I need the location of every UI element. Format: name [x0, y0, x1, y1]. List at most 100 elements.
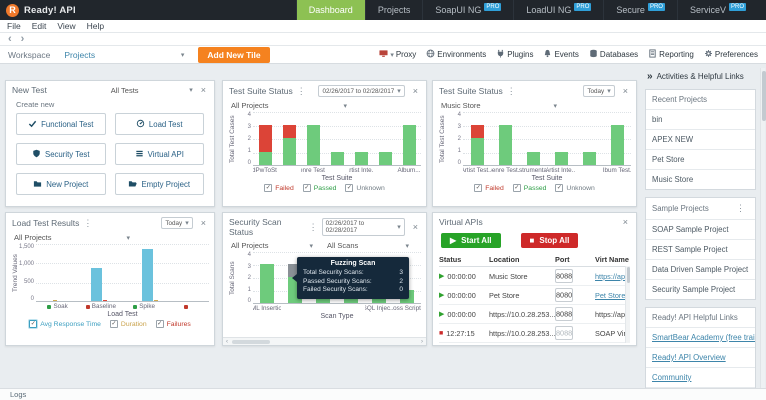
- tab-soapui-ng[interactable]: SoapUI NG PRO: [422, 0, 513, 20]
- project-filter-dropdown[interactable]: Music Store ▾: [441, 101, 557, 110]
- project-filter-dropdown[interactable]: All Projects ▾: [14, 233, 130, 242]
- sidebar-item-pet-store[interactable]: Pet Store: [646, 149, 755, 169]
- kebab-menu-icon[interactable]: ⋮: [83, 217, 93, 228]
- sidebar-item-music-store[interactable]: Music Store: [646, 169, 755, 189]
- tool-reporting[interactable]: Reporting: [648, 49, 694, 60]
- tab-servicev[interactable]: ServiceV PRO: [676, 0, 758, 20]
- forward-icon[interactable]: ›: [20, 33, 25, 45]
- scroll-right-icon[interactable]: ›: [421, 338, 423, 345]
- menu-item-help[interactable]: Help: [86, 21, 105, 31]
- tab-loadui-ng[interactable]: LoadUI NG PRO: [513, 0, 603, 20]
- tool-events[interactable]: Events: [543, 49, 579, 60]
- tool-preferences[interactable]: Preferences: [704, 49, 758, 60]
- scrollbar-thumb[interactable]: [626, 267, 630, 283]
- add-new-tile-button[interactable]: Add New Tile: [198, 46, 270, 63]
- scroll-left-icon[interactable]: ‹: [226, 338, 228, 345]
- gridline: [253, 125, 421, 127]
- status-cell: ■ 12:27:15: [439, 329, 489, 338]
- chevrons-right-icon[interactable]: »: [647, 71, 653, 82]
- project-filter-dropdown[interactable]: All Projects ▾: [231, 101, 347, 110]
- sidebar-item-smartbear-academy-free-training[interactable]: SmartBear Academy (free training): [646, 327, 755, 347]
- sidebar-item-soap-sample-project[interactable]: SOAP Sample Project: [646, 219, 755, 239]
- sidebar-item-rest-sample-project[interactable]: REST Sample Project: [646, 239, 755, 259]
- table-row[interactable]: ▶ 00:00:00 https://10.0.28.253... 8088 https…: [439, 305, 630, 324]
- bar-group: [330, 112, 344, 165]
- scan-filter-dropdown[interactable]: All Scans ▾: [327, 241, 409, 250]
- scrollbar-thumb[interactable]: [232, 339, 270, 344]
- date-range-dropdown[interactable]: 02/26/2017 to 02/28/2017 ▾: [321, 218, 405, 236]
- sidebar-item-data-driven-sample-project[interactable]: Data Driven Sample Project: [646, 259, 755, 279]
- tool-plugins[interactable]: Plugins: [496, 49, 533, 60]
- checkbox-passed[interactable]: ✓: [302, 184, 311, 192]
- tab-dashboard[interactable]: Dashboard: [295, 0, 365, 20]
- kebab-menu-icon[interactable]: ⋮: [736, 203, 745, 213]
- virt-name-link[interactable]: https://api.spotif...: [595, 271, 630, 281]
- close-icon[interactable]: ×: [200, 85, 206, 95]
- virtual-api-button[interactable]: Virtual API: [114, 143, 204, 165]
- logs-label[interactable]: Logs: [10, 390, 27, 399]
- tool-databases[interactable]: Databases: [589, 49, 638, 60]
- kebab-menu-icon[interactable]: ⋮: [308, 221, 318, 232]
- scrollbar-thumb[interactable]: [761, 71, 766, 121]
- virt-name-link[interactable]: Pet Store Virtual...: [595, 290, 630, 300]
- x-tick-text: Soak: [53, 303, 68, 310]
- tooltip-title: Fuzzing Scan: [330, 260, 376, 267]
- tab-projects[interactable]: Projects: [364, 0, 423, 20]
- tool-proxy[interactable]: ▾ Proxy: [379, 49, 416, 60]
- test-type-dropdown[interactable]: All Tests ▾: [110, 85, 193, 95]
- stop-all-button[interactable]: ■ Stop All: [520, 233, 579, 248]
- port-input[interactable]: 8088: [555, 307, 574, 321]
- checkbox-failed[interactable]: ✓: [474, 184, 483, 192]
- close-icon[interactable]: ×: [622, 217, 628, 227]
- date-range-dropdown[interactable]: Today ▾: [583, 85, 615, 97]
- functional-test-button[interactable]: Functional Test: [16, 113, 106, 135]
- port-input[interactable]: 8080: [555, 288, 574, 302]
- sidebar-item-community[interactable]: Community: [646, 367, 755, 387]
- workspace-dropdown[interactable]: Projects ▾: [60, 49, 188, 61]
- back-icon[interactable]: ‹: [8, 33, 12, 45]
- table-row[interactable]: ■ 12:27:15 https://10.0.28.253... 8088 SOAP …: [439, 324, 630, 343]
- start-all-button[interactable]: ▶ Start All: [441, 233, 501, 248]
- security-test-button[interactable]: Security Test: [16, 143, 106, 165]
- checkbox-unknown[interactable]: ✓: [345, 184, 354, 192]
- x-axis-labels: AddPwToSto... Genre Test ... Artist Inte..…: [253, 167, 421, 174]
- tool-environments[interactable]: Environments: [426, 49, 486, 60]
- close-icon[interactable]: ×: [412, 222, 418, 232]
- port-input[interactable]: 8088: [555, 269, 574, 283]
- bar-stack: [330, 151, 344, 165]
- new-project-button[interactable]: New Project: [16, 173, 106, 195]
- checkbox-avg-response-time[interactable]: ✓: [29, 320, 38, 328]
- port-input[interactable]: 8088: [555, 326, 574, 340]
- kebab-menu-icon[interactable]: ⋮: [506, 85, 516, 96]
- close-icon[interactable]: ×: [622, 86, 628, 96]
- checkbox-passed[interactable]: ✓: [512, 184, 521, 192]
- bar-group: [498, 112, 512, 165]
- empty-project-button[interactable]: Empty Project: [114, 173, 204, 195]
- sidebar-item-documentation[interactable]: Documentation: [646, 387, 755, 388]
- sidebar-item-ready-api-overview[interactable]: Ready! API Overview: [646, 347, 755, 367]
- sidebar-item-bin[interactable]: bin: [646, 109, 755, 129]
- checkbox-unknown[interactable]: ✓: [555, 184, 564, 192]
- sidebar-scrollbar[interactable]: [760, 68, 766, 388]
- bar-stack: [282, 124, 296, 165]
- date-range-dropdown[interactable]: 02/26/2017 to 02/28/2017 ▾: [318, 85, 405, 97]
- date-range-dropdown[interactable]: Today ▾: [161, 217, 193, 229]
- close-icon[interactable]: ×: [412, 86, 418, 96]
- menu-item-file[interactable]: File: [7, 21, 21, 31]
- load-test-button[interactable]: Load Test: [114, 113, 204, 135]
- kebab-menu-icon[interactable]: ⋮: [296, 85, 306, 96]
- close-icon[interactable]: ×: [200, 218, 206, 228]
- horizontal-scrollbar[interactable]: ‹ ›: [223, 337, 426, 345]
- tab-secure[interactable]: Secure PRO: [603, 0, 677, 20]
- checkbox-failures[interactable]: ✓: [155, 320, 164, 328]
- sidebar-item-apex-new[interactable]: APEX NEW: [646, 129, 755, 149]
- checkbox-duration[interactable]: ✓: [109, 320, 118, 328]
- vertical-scrollbar[interactable]: [625, 266, 630, 343]
- sidebar-item-security-sample-project[interactable]: Security Sample Project: [646, 279, 755, 299]
- checkbox-failed[interactable]: ✓: [264, 184, 273, 192]
- menu-item-view[interactable]: View: [57, 21, 76, 31]
- project-filter-dropdown[interactable]: All Projects ▾: [231, 241, 313, 250]
- menu-item-edit[interactable]: Edit: [31, 21, 47, 31]
